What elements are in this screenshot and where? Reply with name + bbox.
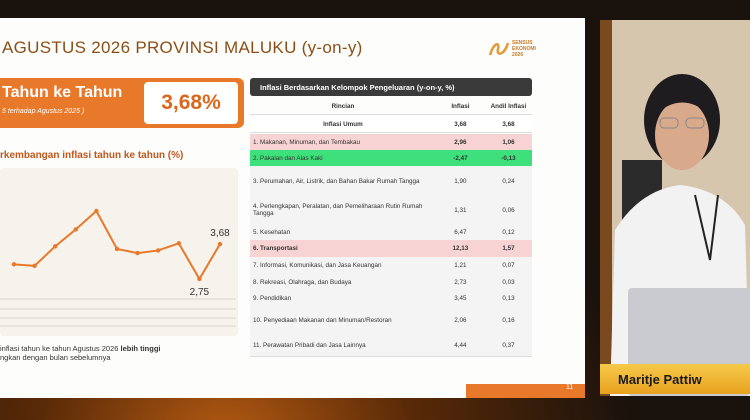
table-row: 2. Pakaian dan Alas Kaki -2,47 -0,13 (250, 150, 532, 167)
table-header: Rincian Inflasi Andil Inflasi (250, 98, 532, 115)
table-cell: 3. Perumahan, Air, Listrik, dan Bahan Ba… (253, 177, 420, 185)
table-cell: 4. Perlengkapan, Peralatan, dan Pemeliha… (253, 203, 423, 217)
video-feed (600, 20, 750, 396)
table-cell: 0,16 (502, 316, 515, 324)
speaker-video (600, 20, 750, 396)
logo-icon (488, 42, 510, 56)
headline-box: Tahun ke Tahun 5 terhadap Agustus 2025 )… (0, 78, 244, 128)
table-row: 6. Transportasi 12,13 1,57 (250, 240, 532, 258)
table-cell: 0,06 (502, 206, 515, 214)
logo: SENSUS EKONOMI 2026 (488, 40, 536, 58)
chart: 2,75 3,68 (0, 168, 238, 336)
data-label: 2,75 (190, 287, 210, 298)
headline-label: Tahun ke Tahun (2, 84, 123, 101)
table-row: 1. Makanan, Minuman, dan Tembakau 2,96 1,0… (250, 134, 532, 151)
table-cell: 1,57 (502, 245, 515, 252)
footer-bar (466, 384, 585, 398)
table-cell: 0,03 (502, 278, 515, 286)
table-cell: 9. Pendidikan (253, 294, 292, 302)
table-cell: -0,13 (501, 154, 516, 162)
table-cell: 0,24 (502, 177, 515, 185)
page-number: 11 (566, 384, 574, 391)
table-cell: 1,21 (454, 262, 467, 269)
note-text: ngkan dengan bulan sebelumnya (0, 353, 111, 362)
headline-value: 3,68% (144, 82, 238, 124)
table-cell: 1. Makanan, Minuman, dan Tembakau (253, 138, 360, 146)
table-row: Inflasi Umum 3,68 3,68 (250, 116, 532, 133)
table-cell: 0,12 (502, 228, 515, 236)
chart-table (0, 298, 236, 327)
table-cell: 3,68 (454, 120, 467, 128)
table-cell: Inflasi Umum (323, 120, 363, 128)
point (176, 241, 181, 246)
table-title: Inflasi Berdasarkan Kelompok Pengeluaran… (250, 78, 532, 96)
point (156, 248, 161, 253)
header-cell: Inflasi (451, 102, 470, 110)
table-row: 4. Perlengkapan, Peralatan, dan Pemeliha… (250, 196, 532, 225)
slide-title: AGUSTUS 2026 PROVINSI MALUKU (y-on-y) (2, 38, 363, 57)
table-cell: 1,06 (502, 138, 515, 146)
table-cell: 6. Transportasi (253, 245, 298, 252)
table-cell: 0,07 (502, 262, 515, 269)
table-cell: 0,37 (502, 341, 515, 349)
table-cell: 5. Kesehatan (253, 228, 291, 236)
point (135, 250, 140, 256)
point (11, 262, 17, 267)
table-cell: 0,13 (502, 294, 515, 302)
chart-panel (0, 168, 238, 336)
table-row: 7. Informasi, Komunikasi, dan Jasa Keuan… (250, 257, 532, 275)
chart-title: rkembangan inflasi tahun ke tahun (%) (0, 150, 184, 161)
slide: AGUSTUS 2026 PROVINSI MALUKU (y-on-y) SE… (0, 18, 585, 398)
table-row: 8. Rekreasi, Olahraga, dan Budaya 2,73 0,0… (250, 274, 532, 291)
note-bold: lebih tinggi (120, 344, 161, 353)
table-cell: 2,73 (454, 278, 467, 286)
table-cell: 2. Pakaian dan Alas Kaki (253, 154, 323, 162)
header-cell: Rincian (331, 102, 355, 110)
table-row: 9. Pendidikan 3,45 0,13 (250, 290, 532, 307)
table-cell: 11. Perawatan Pribadi dan Jasa Lainnya (253, 341, 366, 349)
table-cell: 6,47 (454, 228, 467, 236)
table-cell: 3,45 (454, 294, 467, 302)
logo-text: SENSUS (512, 40, 533, 46)
name-bar: Maritje Pattiw (600, 364, 750, 394)
table-cell: -2,47 (453, 154, 468, 162)
point (32, 263, 37, 269)
data-label: 3,68 (210, 228, 230, 239)
table-row: 11. Perawatan Pribadi dan Jasa Lainnya 4,… (250, 334, 532, 357)
logo-text: EKONOMI (512, 46, 536, 52)
table-cell: 1,31 (454, 206, 467, 214)
table-cell: 8. Rekreasi, Olahraga, dan Budaya (253, 278, 352, 286)
table-cell: 4,44 (454, 341, 467, 349)
header-cell: Andil Inflasi (490, 102, 527, 110)
table-cell: 12,13 (452, 245, 469, 252)
table-row: 3. Perumahan, Air, Listrik, dan Bahan Ba… (250, 166, 532, 197)
point (114, 246, 120, 252)
point (197, 276, 202, 282)
headline-note: 5 terhadap Agustus 2025 ) (2, 108, 85, 115)
point (73, 227, 79, 232)
table-cell: 2,96 (454, 138, 467, 146)
table-cell: 10. Penyediaan Makanan dan Minuman/Resto… (253, 316, 392, 324)
point (94, 208, 99, 214)
table-row: 10. Penyediaan Makanan dan Minuman/Resto… (250, 306, 532, 335)
logo-text: 2026 (512, 52, 524, 58)
table-cell: 1,90 (454, 177, 467, 185)
table-row: 5. Kesehatan 6,47 0,12 (250, 224, 532, 241)
point (53, 244, 58, 249)
point (217, 241, 223, 247)
note-text: inflasi tahun ke tahun Agustus 2026 (0, 344, 119, 353)
table-cell: 3,68 (502, 120, 515, 128)
table-cell: 2,06 (454, 316, 467, 324)
table-cell: 7. Informasi, Komunikasi, dan Jasa Keuan… (253, 262, 382, 269)
note: inflasi tahun ke tahun Agustus 2026 lebi… (0, 344, 161, 362)
